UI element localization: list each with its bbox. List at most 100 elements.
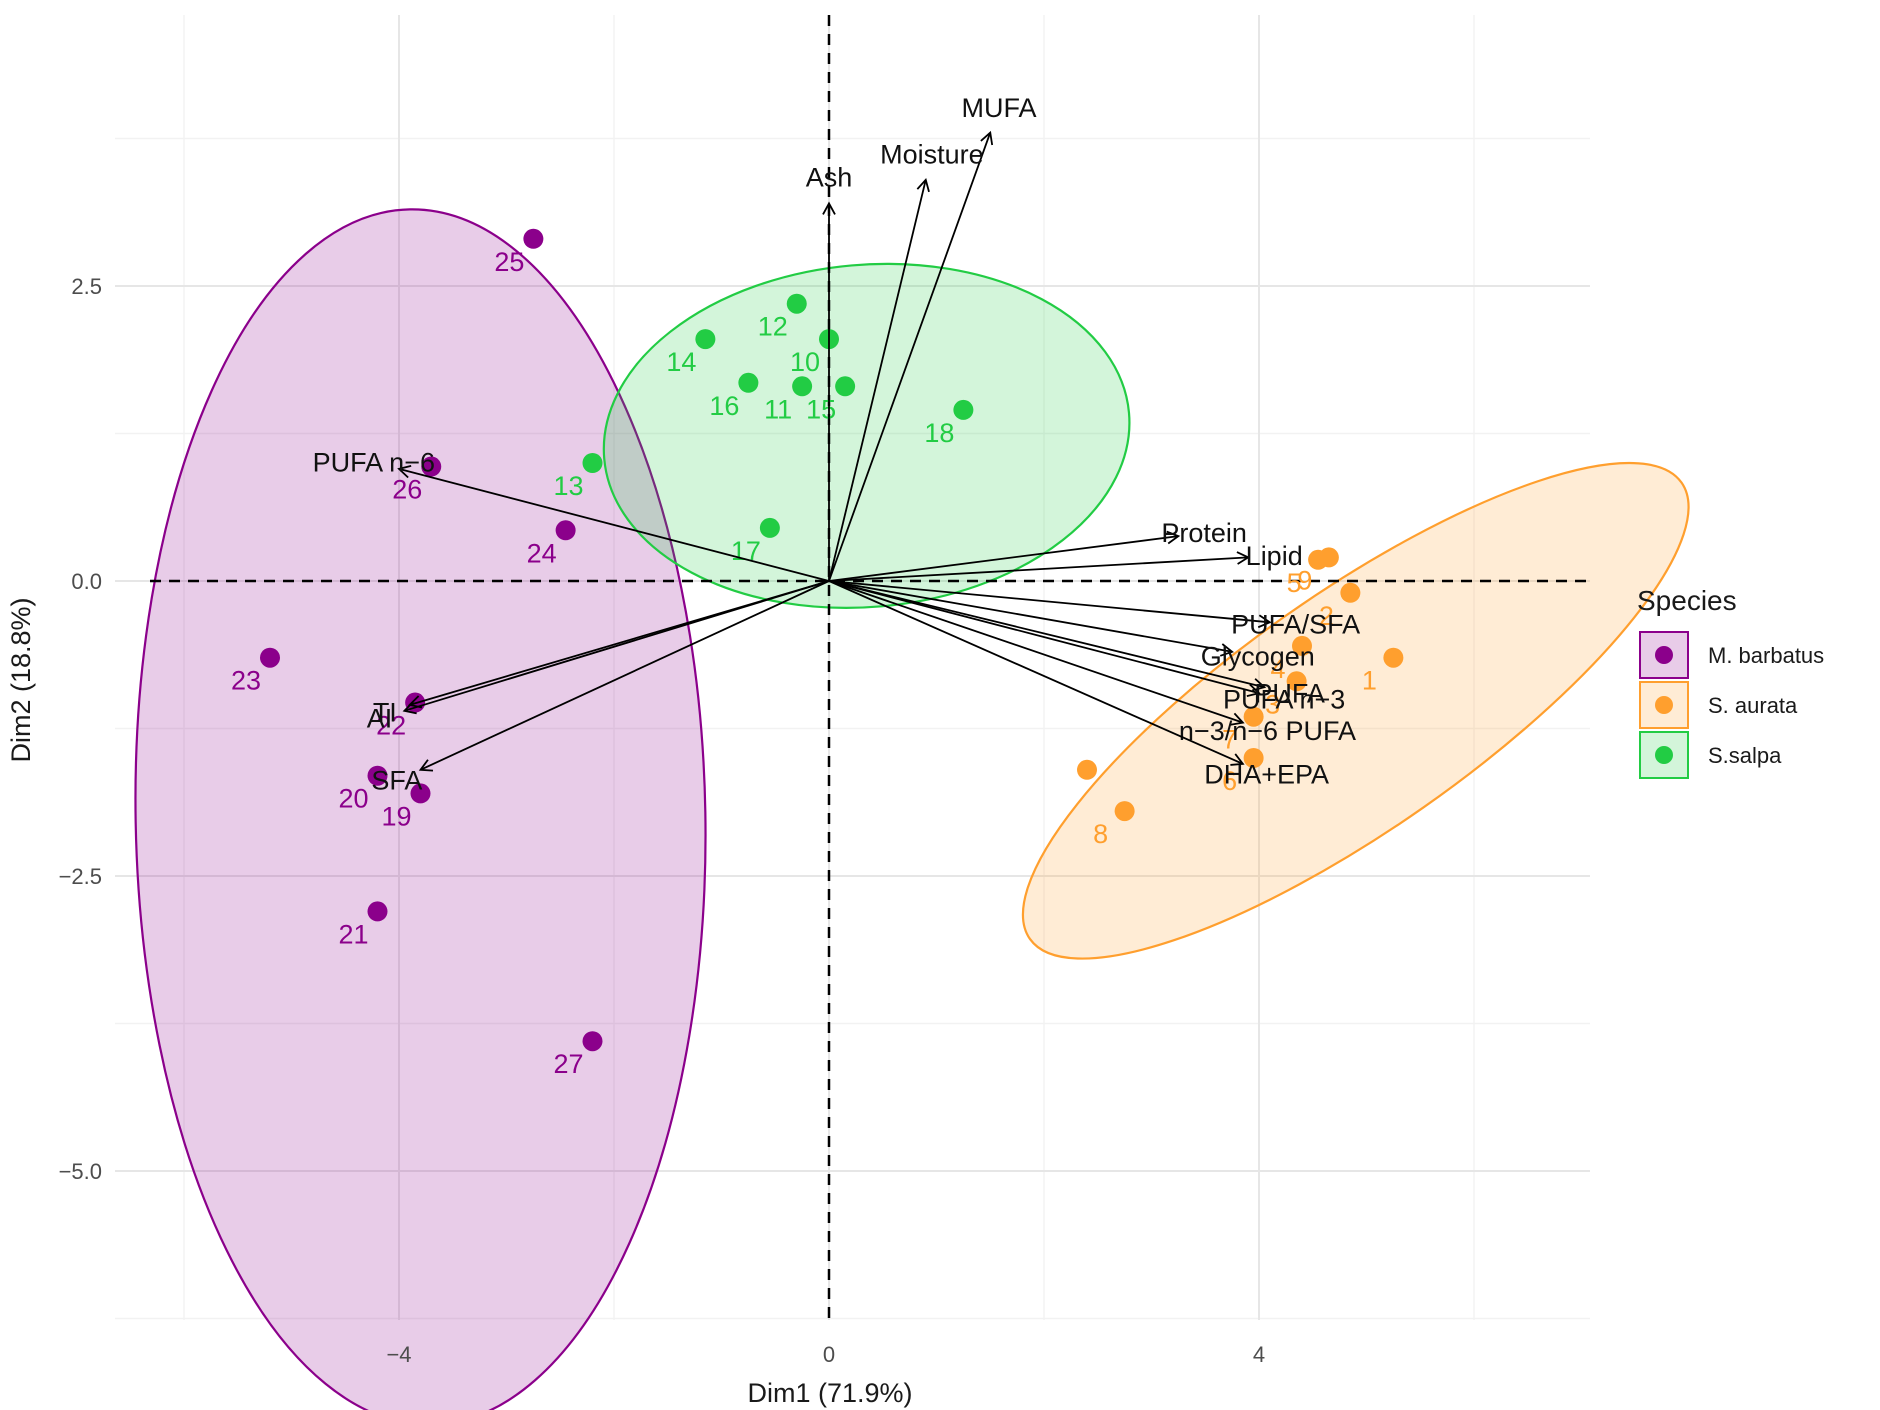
- point-label: 16: [709, 391, 739, 421]
- arrow-glycogen: [828, 580, 1234, 657]
- point-m-barbatus-21: [367, 901, 388, 922]
- arrow-ti: [407, 580, 830, 709]
- arrow-mufa: [828, 130, 994, 582]
- point-label: 12: [758, 312, 788, 342]
- arrow-protein: [828, 530, 1181, 582]
- point-m-barbatus-19: [410, 783, 431, 804]
- variable-label-ash: Ash: [806, 162, 853, 192]
- point-s-aurata-1: [1383, 647, 1404, 668]
- point-s-aurata-7: [1243, 706, 1264, 727]
- point-label: 15: [806, 394, 836, 424]
- legend-label: M. barbatus: [1708, 643, 1824, 668]
- arrow-n-3-n-6-pufa: [828, 580, 1245, 726]
- variable-label-n-3-n-6-pufa: n−3/n−6 PUFA: [1179, 716, 1356, 746]
- legend-marker: [1655, 646, 1673, 664]
- point-label: 7: [1222, 725, 1237, 755]
- point-s-salpa-12: [786, 293, 807, 314]
- point-s-salpa-17: [759, 517, 780, 538]
- ellipse-s-aurata: [1021, 461, 1690, 960]
- point-label: 3: [1265, 689, 1280, 719]
- ellipse-m-barbatus: [134, 208, 707, 1410]
- point-label: 20: [338, 784, 368, 814]
- point-s-salpa-14: [695, 329, 716, 350]
- arrow-moisture: [828, 177, 930, 582]
- variable-label-pufa-n-3: PUFA n−3: [1223, 685, 1345, 715]
- point-m-barbatus-20: [367, 765, 388, 786]
- y-tick-label: 0.0: [71, 569, 102, 594]
- point-label: 14: [666, 347, 696, 377]
- point-s-aurata-8: [1114, 801, 1135, 822]
- variable-label-sfa: SFA: [371, 766, 422, 796]
- point-s-salpa-11: [792, 376, 813, 397]
- variable-label-lipid: Lipid: [1246, 541, 1303, 571]
- variable-label-dha-epa: DHA+EPA: [1204, 759, 1329, 789]
- point-label: 4: [1270, 654, 1285, 684]
- point-label: 5: [1287, 568, 1302, 598]
- point-label: 1: [1362, 666, 1377, 696]
- point-m-barbatus-27: [582, 1031, 603, 1052]
- variable-label-mufa: MUFA: [962, 93, 1037, 123]
- point-label: 26: [392, 475, 422, 505]
- variable-label-protein: Protein: [1161, 518, 1247, 548]
- arrow-dha-epa: [828, 580, 1245, 766]
- legend-title: Species: [1637, 585, 1737, 616]
- point-label: 17: [731, 536, 761, 566]
- point-s-salpa-16: [738, 372, 759, 393]
- point-s-aurata: [1077, 759, 1097, 780]
- arrow-sfa: [418, 580, 830, 772]
- legend: Species M. barbatus S. aurata S.salpa: [1637, 585, 1824, 779]
- point-label: 19: [381, 801, 411, 831]
- variable-label-ti: TI: [373, 697, 397, 727]
- point-label: 22: [376, 711, 406, 741]
- legend-label: S.salpa: [1708, 743, 1782, 768]
- x-tick-label: 0: [823, 1342, 835, 1367]
- arrow-pufa-n-6: [397, 464, 830, 582]
- variable-label-glycogen: Glycogen: [1201, 641, 1315, 671]
- point-label: 27: [553, 1049, 583, 1079]
- point-label: 10: [790, 347, 820, 377]
- point-s-salpa-18: [953, 399, 974, 420]
- point-s-aurata-9: [1318, 547, 1339, 568]
- point-label: 13: [553, 471, 583, 501]
- variable-label-pufa: PUFA: [1254, 678, 1325, 708]
- arrow-lipid: [828, 551, 1251, 582]
- ellipse-s-salpa: [602, 262, 1131, 609]
- variable-label-pufa-sfa: PUFA/SFA: [1231, 610, 1360, 640]
- point-s-aurata-6: [1243, 748, 1264, 768]
- point-s-aurata-3: [1286, 671, 1307, 692]
- point-m-barbatus-25: [523, 228, 544, 249]
- arrow-pufa: [828, 580, 1267, 692]
- confidence-ellipses: [134, 208, 1690, 1410]
- point-label: 8: [1093, 819, 1108, 849]
- point-label: 6: [1222, 766, 1237, 796]
- point-label: 23: [231, 666, 261, 696]
- point-s-aurata-4: [1292, 635, 1312, 656]
- x-tick-label: 4: [1253, 1342, 1265, 1367]
- x-tick-label: −4: [386, 1342, 411, 1367]
- point-s-salpa-15: [835, 376, 856, 397]
- point-m-barbatus-23: [260, 647, 280, 668]
- point-s-aurata-2: [1340, 582, 1361, 603]
- variable-label-ai: AI: [367, 703, 393, 733]
- y-tick-label: −5.0: [59, 1159, 102, 1184]
- observation-points: 1920212223242526271234567891011121314151…: [231, 228, 1404, 1079]
- legend-marker: [1655, 746, 1673, 764]
- point-label: 18: [924, 418, 954, 448]
- arrow-pufa-sfa: [828, 580, 1272, 629]
- axes: Dim1 (71.9%) Dim2 (18.8%) −4 0 4 2.5 0.0 −2.5…: [6, 274, 1265, 1408]
- x-axis-title: Dim1 (71.9%): [747, 1378, 912, 1408]
- legend-label: S. aurata: [1708, 693, 1798, 718]
- point-m-barbatus-26: [421, 456, 442, 477]
- point-label: 11: [764, 394, 792, 424]
- y-axis-title: Dim2 (18.8%): [6, 597, 36, 762]
- point-label: 21: [338, 919, 368, 949]
- legend-marker: [1655, 696, 1673, 714]
- point-label: 25: [494, 247, 524, 277]
- y-tick-label: −2.5: [59, 864, 102, 889]
- point-label: 24: [527, 538, 557, 568]
- point-label: 2: [1319, 601, 1334, 631]
- y-tick-label: 2.5: [71, 274, 102, 299]
- point-s-salpa-13: [582, 453, 603, 473]
